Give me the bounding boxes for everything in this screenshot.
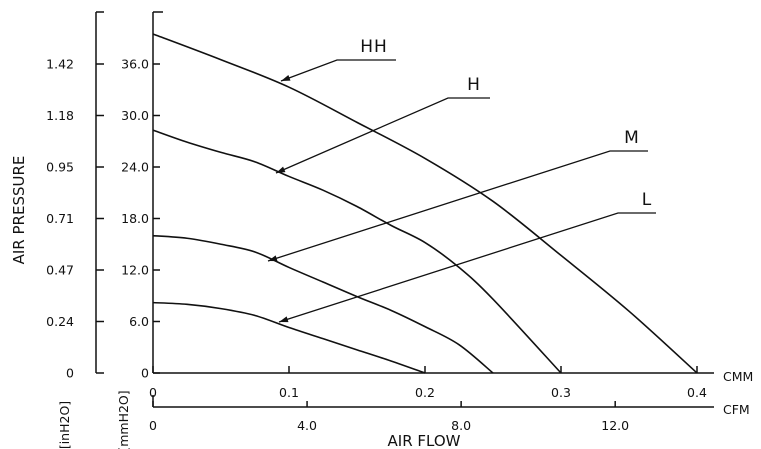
y-tick-label-in: 0.95 (46, 160, 74, 175)
x-tick-label-cmm: 0 (149, 385, 157, 400)
y-tick-label-mm: 24.0 (121, 160, 149, 175)
curve-m (152, 234, 494, 374)
curve-label-hh: HH (360, 37, 388, 57)
leader-arrow-hh (281, 75, 291, 81)
leader-line-m (267, 150, 648, 262)
curve-h (152, 129, 562, 374)
y-tick-label-mm: 18.0 (121, 211, 149, 226)
curve-label-m: M (624, 128, 640, 148)
y-unit-inner: [mmH2O] (116, 390, 131, 449)
y-axis-title: AIR PRESSURE (10, 156, 28, 265)
y-tick-label-mm: 0 (141, 366, 149, 381)
x-tick-label-cmm: 0.3 (551, 385, 571, 400)
y-tick-label-mm: 30.0 (121, 108, 149, 123)
leader-arrow-h (276, 166, 286, 173)
y-tick-label-mm: 12.0 (121, 263, 149, 278)
y-tick-label-in: 0.47 (46, 263, 74, 278)
leader-line-hh (280, 59, 396, 82)
x-axis-title: AIR FLOW (388, 432, 461, 449)
y-tick-label-in: 1.18 (46, 108, 74, 123)
x-tick-label-cmm: 0.2 (415, 385, 435, 400)
x-tick-label-cmm: 0.1 (279, 385, 299, 400)
x-tick-label-cfm: 8.0 (451, 418, 471, 433)
y-unit-outer: [inH2O] (57, 401, 72, 449)
curve-hh (152, 33, 698, 374)
y-tick-label-mm: 36.0 (121, 57, 149, 72)
leader-arrow-l (279, 316, 289, 323)
y-tick-label-in: 0 (66, 366, 74, 381)
leader-line-l (278, 212, 656, 323)
y-tick-label-in: 0.71 (46, 211, 74, 226)
curves (152, 33, 698, 374)
axes: 006.00.2412.00.4718.00.7124.00.9530.01.1… (46, 11, 714, 433)
leader-arrow-m (268, 255, 278, 262)
x-unit-cmm: CMM (723, 369, 753, 384)
curve-label-l: L (642, 190, 652, 210)
x-tick-label-cfm: 4.0 (297, 418, 317, 433)
curve-label-h: H (467, 75, 481, 95)
x-unit-cfm: CFM (723, 402, 750, 417)
y-tick-label-mm: 6.0 (129, 314, 149, 329)
x-tick-label-cfm: 0 (149, 418, 157, 433)
curve-l (152, 301, 426, 374)
x-tick-label-cfm: 12.0 (601, 418, 629, 433)
x-tick-label-cmm: 0.4 (687, 385, 707, 400)
y-tick-label-in: 1.42 (46, 57, 74, 72)
y-tick-label-in: 0.24 (46, 314, 74, 329)
leader-line-h (275, 97, 490, 174)
